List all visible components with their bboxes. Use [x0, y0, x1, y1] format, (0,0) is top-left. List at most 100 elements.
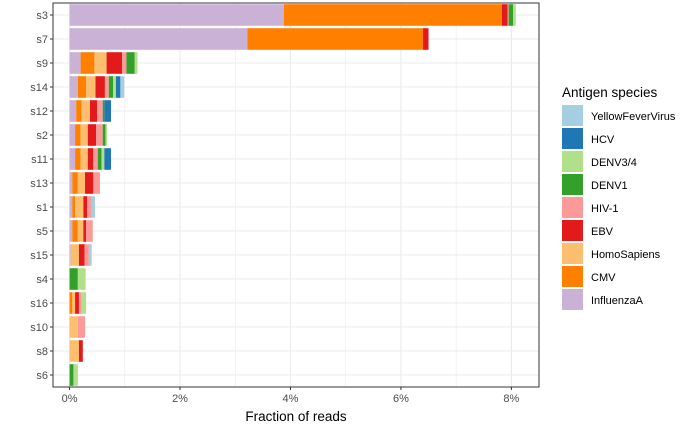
- bar-segment: [83, 196, 88, 218]
- bars-layer: [69, 4, 516, 386]
- y-tick-label: s15: [30, 250, 48, 262]
- bar-segment: [76, 100, 82, 122]
- legend-label: EBV: [591, 226, 614, 238]
- x-tick-label: 6%: [393, 393, 409, 405]
- bar-segment: [69, 172, 73, 194]
- bar-segment: [72, 196, 76, 218]
- legend-swatch: [562, 197, 583, 218]
- bar-segment: [77, 316, 86, 338]
- bar-segment: [69, 76, 78, 98]
- legend-swatch: [562, 174, 583, 195]
- y-tick-label: s4: [36, 274, 48, 286]
- y-tick-label: s8: [36, 346, 48, 358]
- bar-segment: [91, 196, 95, 218]
- bar-segment: [85, 172, 94, 194]
- y-tick-label: s12: [30, 106, 48, 118]
- legend-label: YellowFeverVirus: [591, 111, 676, 123]
- bar-segment: [104, 100, 111, 122]
- y-tick-label: s11: [31, 154, 48, 166]
- bar-segment: [87, 148, 94, 170]
- bar-segment: [78, 292, 82, 314]
- bar-segment: [86, 76, 96, 98]
- legend-swatch: [562, 151, 583, 172]
- y-tick-label: s14: [30, 82, 48, 94]
- bar-segment: [102, 100, 105, 122]
- bar-segment: [507, 4, 509, 26]
- legend-label: DENV1: [591, 180, 628, 192]
- bar-segment: [115, 76, 121, 98]
- bar-segment: [69, 52, 81, 74]
- y-tick-label: s9: [36, 58, 48, 70]
- bar-segment: [69, 340, 79, 362]
- bar-segment: [106, 52, 123, 74]
- bar-segment: [87, 124, 97, 146]
- legend-swatch: [562, 220, 583, 241]
- y-tick-label: s7: [36, 34, 48, 46]
- bar-segment: [69, 28, 248, 50]
- bar-segment: [72, 172, 78, 194]
- bar-segment: [84, 244, 89, 266]
- x-tick-label: 4%: [283, 393, 299, 405]
- legend-label: CMV: [591, 272, 616, 284]
- bar-segment: [69, 268, 78, 290]
- legend-label: InfluenzaA: [591, 295, 644, 307]
- x-tick-label: 2%: [172, 393, 188, 405]
- bar-segment: [77, 76, 87, 98]
- x-axis: 0% 2% 4% 6% 8%: [62, 387, 520, 405]
- bar-segment: [70, 244, 79, 266]
- bar-segment: [78, 244, 85, 266]
- legend-label: DENV3/4: [591, 157, 637, 169]
- bar-segment: [75, 148, 81, 170]
- bar-segment: [69, 316, 78, 338]
- bar-segment: [108, 76, 114, 98]
- legend-swatch: [562, 128, 583, 149]
- bar-segment: [69, 100, 77, 122]
- legend-title: Antigen species: [562, 85, 658, 100]
- bar-segment: [83, 220, 87, 242]
- bar-segment: [69, 148, 76, 170]
- bar-segment: [77, 172, 86, 194]
- legend-swatch: [562, 243, 583, 264]
- legend-swatch: [562, 266, 583, 287]
- bar-segment: [508, 4, 514, 26]
- bar-segment: [69, 244, 71, 266]
- bar-segment: [104, 148, 111, 170]
- bar-segment: [102, 124, 106, 146]
- y-tick-label: s13: [30, 178, 48, 190]
- bar-segment: [97, 148, 102, 170]
- bar-segment: [423, 28, 429, 50]
- bar-segment: [69, 364, 74, 386]
- bar-segment: [93, 148, 98, 170]
- bar-segment: [86, 220, 93, 242]
- bar-segment: [90, 100, 98, 122]
- bar-segment: [69, 292, 73, 314]
- y-tick-label: s3: [36, 10, 48, 22]
- bar-segment: [247, 28, 424, 50]
- bar-segment: [501, 4, 508, 26]
- bar-segment: [122, 52, 127, 74]
- bar-segment: [87, 196, 92, 218]
- y-tick-label: s6: [36, 370, 48, 382]
- bar-segment: [75, 292, 79, 314]
- bar-segment: [101, 148, 105, 170]
- legend-swatch: [562, 289, 583, 310]
- bar-segment: [513, 4, 516, 26]
- legend-swatch: [562, 105, 583, 126]
- legend-label: HIV-1: [591, 203, 619, 215]
- x-axis-title: Fraction of reads: [245, 409, 347, 424]
- legend-label: HCV: [591, 134, 615, 146]
- x-tick-label: 8%: [503, 393, 519, 405]
- bar-segment: [69, 4, 284, 26]
- y-tick-label: s5: [36, 226, 48, 238]
- bar-segment: [81, 100, 91, 122]
- bar-segment: [93, 172, 100, 194]
- bar-segment: [96, 124, 103, 146]
- bar-segment: [80, 52, 95, 74]
- bar-segment: [81, 292, 87, 314]
- bar-segment: [72, 292, 76, 314]
- bar-segment: [72, 220, 78, 242]
- bar-segment: [283, 4, 502, 26]
- x-tick-label: 0%: [62, 393, 78, 405]
- bar-segment: [69, 196, 73, 218]
